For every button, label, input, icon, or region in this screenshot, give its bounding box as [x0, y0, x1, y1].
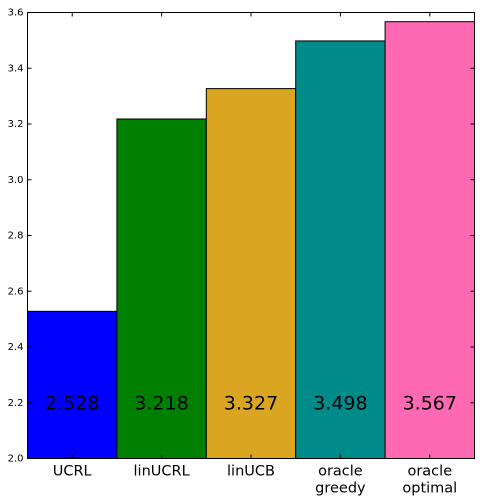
bars-group: [27, 21, 476, 460]
x-tick-label-1: linUCRL: [134, 464, 190, 480]
data-label-0: 2.528: [45, 392, 99, 414]
data-labels-group: 2.528 3.218 3.327 3.498 3.567: [45, 392, 457, 414]
x-tick-label-4-line-0: oracle: [407, 464, 452, 480]
x-tick-label-3-line-0: oracle: [318, 464, 363, 480]
y-tick-label-3: 2.6: [8, 286, 24, 297]
data-label-2: 3.327: [224, 392, 278, 414]
bar-2: [205, 88, 297, 459]
x-tick-label-0: UCRL: [53, 464, 92, 480]
y-tick-label-7: 3.4: [8, 63, 24, 74]
bar-4: [384, 21, 476, 459]
bar-1: [116, 118, 207, 459]
data-label-4: 3.567: [403, 392, 457, 414]
data-label-3: 3.498: [313, 392, 367, 414]
bar-3: [295, 40, 386, 460]
y-tick-label-8: 3.6: [8, 8, 24, 19]
bar-0: [27, 310, 118, 459]
y-tick-label-0: 2.0: [8, 454, 24, 465]
y-tick-label-4: 2.8: [8, 231, 24, 242]
x-axis: UCRL linUCRL linUCB oraclegreedyoracleoptim…: [53, 12, 457, 497]
y-axis: 2.0 2.2 2.4 2.6 2.8 3.0 3.2 3.4 3.6: [8, 8, 475, 465]
y-tick-label-1: 2.2: [8, 398, 24, 409]
x-tick-label-2: linUCB: [227, 464, 275, 480]
x-tick-label-3-line-1: greedy: [315, 481, 366, 497]
y-tick-label-2: 2.4: [8, 342, 24, 353]
y-tick-label-6: 3.2: [8, 119, 24, 130]
x-tick-label-4-line-1: optimal: [402, 481, 457, 497]
data-label-1: 3.218: [134, 392, 188, 414]
y-tick-label-5: 3.0: [8, 175, 24, 186]
